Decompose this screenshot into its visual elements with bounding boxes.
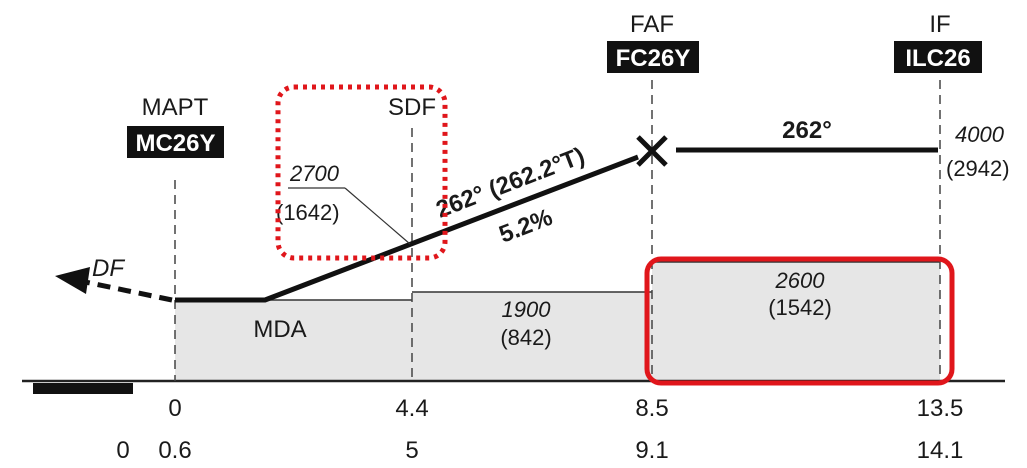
- mapt-id-box: [127, 126, 224, 158]
- sdf-altitude-leader: [344, 187, 411, 245]
- faf-id-box: [607, 41, 699, 73]
- dist2-if: 14.1: [917, 437, 964, 464]
- if-id-label: ILC26: [905, 45, 970, 72]
- sdf-altitude-hat: (1642): [276, 200, 340, 225]
- seg-sdf-faf-altitude-hat: (842): [500, 325, 551, 350]
- if-id-box: [894, 41, 982, 73]
- if-altitude-msl: 4000: [955, 122, 1005, 147]
- dist2-sdf: 5: [405, 437, 418, 464]
- seg-faf-if-altitude-msl: 2600: [775, 268, 826, 293]
- dist1-mapt: 0: [168, 395, 181, 422]
- sdf-faf-shaded-area: [412, 292, 652, 381]
- faf-id-label: FC26Y: [616, 45, 691, 72]
- departure-label: DF: [92, 255, 125, 282]
- if-role-label: IF: [929, 11, 950, 38]
- seg-faf-if-altitude-hat: (1542): [768, 295, 832, 320]
- dist2-mapt: 0.6: [158, 437, 191, 464]
- faf-if-segment-highlight: [644, 256, 955, 386]
- mapt-id-label: MC26Y: [135, 130, 215, 157]
- dist2-origin: 0: [116, 437, 129, 464]
- missed-approach-arrowhead: [55, 267, 90, 294]
- missed-approach-dashed-path: [84, 279, 173, 303]
- seg-sdf-faf-altitude-msl: 1900: [502, 297, 552, 322]
- dist1-sdf: 4.4: [395, 395, 428, 422]
- faf-role-label: FAF: [630, 11, 674, 38]
- faf-if-shaded-area: [652, 262, 940, 381]
- mda-label: MDA: [253, 316, 306, 343]
- if-altitude-hat: (2942): [946, 156, 1010, 181]
- dist1-if: 13.5: [917, 395, 964, 422]
- mda-shaded-area: [175, 300, 412, 381]
- scale-bar: [33, 383, 133, 394]
- mapt-role-label: MAPT: [142, 94, 209, 121]
- dist2-faf: 9.1: [635, 437, 668, 464]
- sdf-role-label: SDF: [388, 94, 436, 121]
- dist1-faf: 8.5: [635, 395, 668, 422]
- intermediate-course-label: 262°: [782, 117, 832, 144]
- faf-cross-icon: [636, 135, 668, 167]
- sdf-altitude-msl: 2700: [289, 161, 340, 186]
- final-approach-path: [175, 154, 639, 303]
